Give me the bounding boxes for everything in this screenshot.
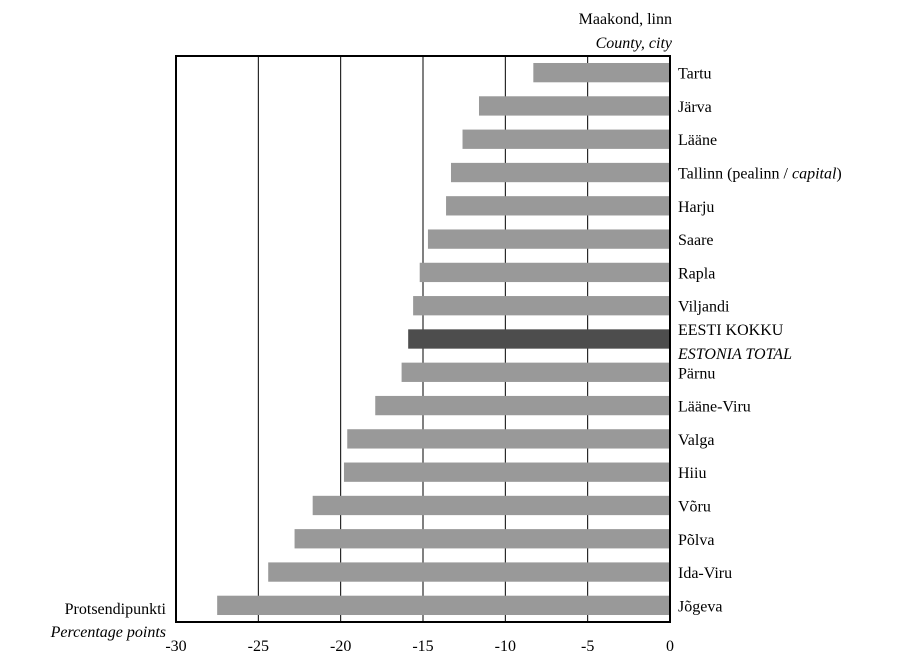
category-label: Harju: [678, 199, 714, 216]
category-label: Valga: [678, 432, 714, 449]
plot-frame: [175, 55, 671, 623]
x-tick-label: -10: [495, 638, 516, 655]
category-label: Hiiu: [678, 465, 706, 482]
category-label: Järva: [678, 99, 712, 116]
category-label: Põlva: [678, 532, 714, 549]
bar-highlight: [408, 329, 670, 349]
bar: [419, 262, 670, 283]
bar: [413, 296, 670, 316]
bar: [462, 129, 670, 149]
category-label: Lääne-Viru: [678, 399, 751, 416]
category-label-line2: ESTONIA TOTAL: [677, 346, 792, 363]
bar: [347, 429, 670, 449]
category-label: Ida-Viru: [678, 565, 732, 582]
x-axis-label-line2: Percentage points: [50, 624, 166, 641]
category-label: Viljandi: [678, 299, 730, 316]
bar: [478, 96, 670, 116]
x-tick-label: -25: [248, 638, 269, 655]
bar: [533, 62, 670, 83]
bar: [375, 395, 670, 416]
bar: [268, 562, 670, 582]
bar: [450, 162, 670, 183]
category-label: Pärnu: [678, 365, 715, 382]
bars: [217, 62, 670, 616]
x-axis-label-line1: Protsendipunkti: [65, 601, 167, 618]
category-label: Saare: [678, 232, 714, 249]
category-label: Tartu: [678, 66, 712, 83]
category-label: Jõgeva: [678, 598, 722, 615]
x-tick-label: -20: [330, 638, 351, 655]
x-tick-label: 0: [666, 638, 674, 655]
bar: [446, 196, 670, 216]
category-label: Rapla: [678, 265, 715, 282]
category-label: Võru: [678, 498, 711, 515]
category-label: EESTI KOKKU: [678, 322, 784, 339]
bar: [401, 362, 670, 382]
category-label: Tallinn (pealinn / capital): [678, 166, 842, 183]
chart-title-line1: Maakond, linn: [579, 11, 672, 28]
x-axis-ticks: -30 -25 -20 -15 -10 -5 0: [165, 638, 674, 655]
category-labels: Tartu Järva Lääne Tallinn (pealinn / capita…: [677, 66, 842, 616]
category-label: Lääne: [678, 132, 717, 149]
x-tick-label: -30: [165, 638, 186, 655]
x-tick-label: -5: [581, 638, 594, 655]
bar: [294, 529, 670, 549]
chart-title-line2: County, city: [596, 35, 673, 52]
bar: [427, 229, 670, 249]
bar: [217, 595, 670, 616]
x-tick-label: -15: [412, 638, 433, 655]
bar: [343, 462, 670, 482]
bar: [312, 495, 670, 516]
